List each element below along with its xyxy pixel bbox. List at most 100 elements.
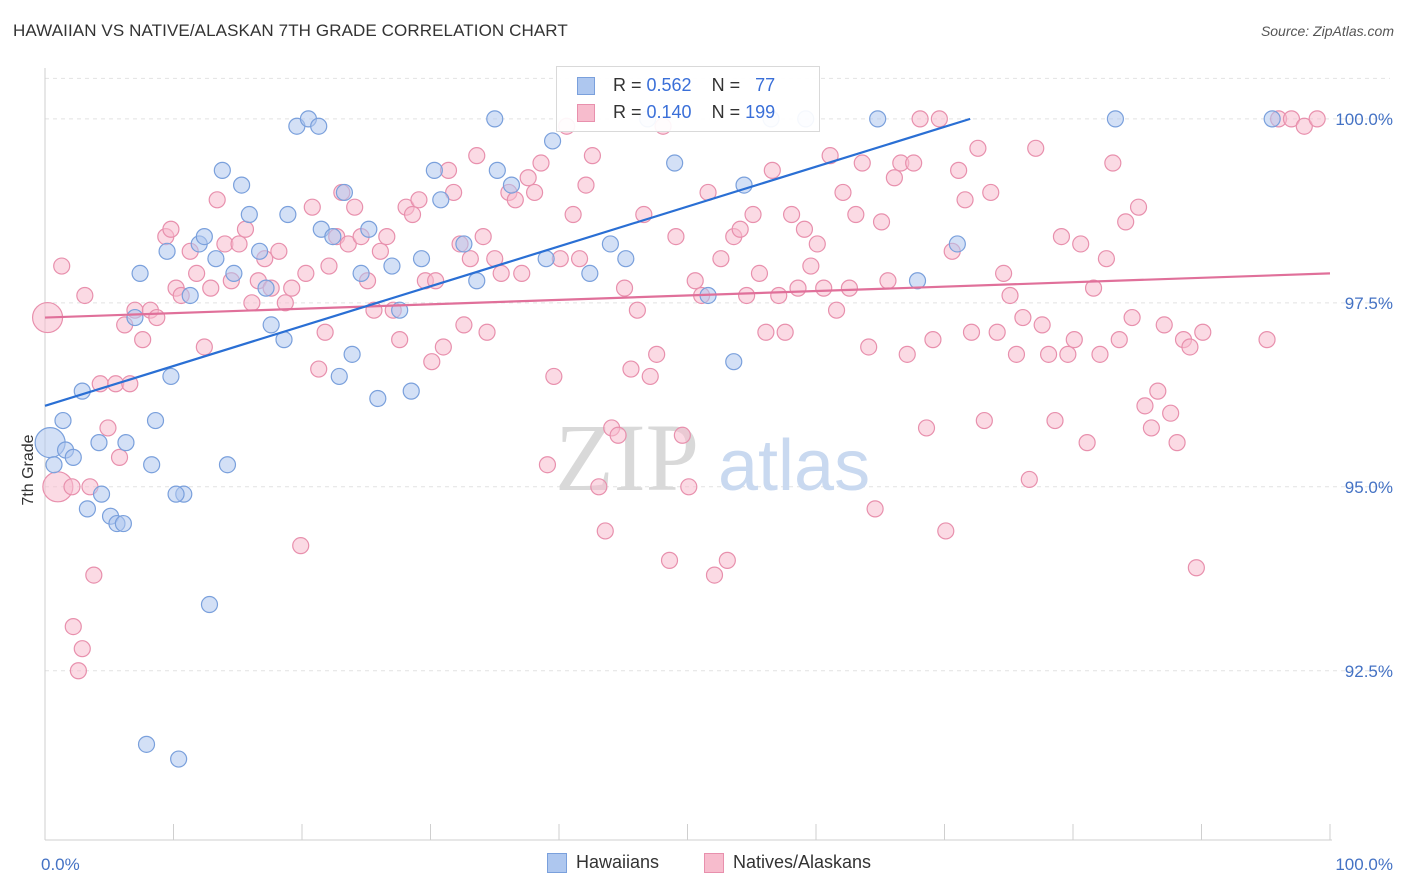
natives-point xyxy=(320,257,338,275)
natives-point xyxy=(738,286,756,305)
natives-point xyxy=(789,279,807,297)
hawaiians-point xyxy=(207,250,225,268)
natives-point xyxy=(853,154,871,172)
natives-point xyxy=(297,264,315,282)
series-natives-points xyxy=(31,110,1326,680)
natives-point xyxy=(230,235,248,253)
watermark: ZIP atlas xyxy=(555,404,870,511)
natives-point xyxy=(590,478,608,496)
hawaiians-point xyxy=(1106,110,1125,128)
hawaiians-point xyxy=(412,250,431,268)
hawaiians-point xyxy=(468,272,486,290)
natives-point xyxy=(64,618,82,636)
natives-point xyxy=(1059,345,1077,363)
natives-point xyxy=(834,183,852,202)
natives-point xyxy=(995,264,1013,282)
hawaiians-point xyxy=(402,382,420,400)
natives-point xyxy=(73,640,91,658)
hawaiians-point xyxy=(343,345,361,363)
natives-point xyxy=(982,183,1000,202)
legend-swatch-natives xyxy=(577,104,595,122)
natives-point xyxy=(445,183,463,202)
natives-point xyxy=(815,279,833,297)
natives-point xyxy=(622,360,640,378)
natives-point xyxy=(85,566,103,584)
natives-point xyxy=(609,426,627,444)
natives-point xyxy=(905,154,923,172)
hawaiians-point xyxy=(279,205,297,224)
natives-point xyxy=(1072,235,1090,253)
hawaiians-point xyxy=(383,257,401,275)
y-tick-label: 97.5% xyxy=(1345,294,1393,313)
hawaiians-point xyxy=(114,514,132,533)
natives-point xyxy=(69,662,88,680)
hawaiians-point xyxy=(948,235,966,253)
natives-point xyxy=(872,213,891,231)
hawaiians-point xyxy=(213,161,231,179)
natives-point xyxy=(1168,434,1186,452)
hawaiians-point xyxy=(181,286,199,305)
hawaiians-point xyxy=(502,176,521,194)
natives-point xyxy=(1039,345,1058,363)
hawaiians-point xyxy=(117,434,135,452)
stats-legend: R = 0.562 N = 77 R = 0.140 N = 199 xyxy=(556,66,820,132)
hawaiians-point xyxy=(64,448,82,466)
natives-point xyxy=(371,242,389,260)
hawaiians-point xyxy=(486,110,504,128)
legend-r-label: R = xyxy=(613,75,647,95)
legend-label-natives: Natives/Alaskans xyxy=(733,852,872,872)
natives-point xyxy=(76,286,94,305)
hawaiians-point xyxy=(869,110,887,128)
natives-point xyxy=(461,250,479,268)
natives-point xyxy=(1282,110,1301,128)
natives-point xyxy=(292,537,310,555)
natives-point xyxy=(346,198,364,216)
natives-point xyxy=(847,205,865,224)
hawaiians-point xyxy=(488,161,506,179)
natives-point xyxy=(162,220,180,238)
hawaiians-point xyxy=(162,367,180,386)
natives-point xyxy=(208,191,226,209)
natives-point xyxy=(1020,470,1038,489)
hawaiians-point xyxy=(725,353,743,371)
natives-point xyxy=(911,110,929,128)
natives-point xyxy=(1123,308,1141,327)
hawaiians-point xyxy=(131,264,149,282)
hawaiians-point xyxy=(1263,110,1281,128)
natives-point xyxy=(686,272,704,290)
legend-swatch-hawaiians xyxy=(547,853,567,873)
y-tick-label: 95.0% xyxy=(1345,478,1393,497)
natives-point xyxy=(492,264,510,282)
legend-n-value: 199 xyxy=(745,102,776,122)
natives-point xyxy=(1078,434,1096,452)
natives-point xyxy=(270,242,288,260)
hawaiians-point xyxy=(310,117,328,135)
hawaiians-point xyxy=(432,191,450,209)
hawaiians-point xyxy=(233,176,251,194)
hawaiians-point xyxy=(330,367,348,386)
natives-point xyxy=(1162,404,1180,422)
natives-point xyxy=(243,294,261,312)
natives-point xyxy=(545,367,563,386)
legend-swatch-hawaiians xyxy=(577,77,595,95)
natives-point xyxy=(1136,397,1154,415)
hawaiians-point xyxy=(218,456,237,474)
natives-point xyxy=(1091,345,1109,363)
hawaiians-point xyxy=(200,595,219,614)
natives-point xyxy=(1104,154,1122,172)
series-legend: Hawaiians Natives/Alaskans xyxy=(0,852,1406,878)
natives-point xyxy=(310,360,328,378)
natives-point xyxy=(110,448,129,466)
natives-point xyxy=(757,323,775,341)
legend-n-value: 77 xyxy=(755,75,776,95)
chart-title: HAWAIIAN VS NATIVE/ALASKAN 7TH GRADE COR… xyxy=(13,21,568,40)
natives-point xyxy=(519,169,537,187)
natives-point xyxy=(283,279,301,297)
natives-point xyxy=(988,323,1006,341)
natives-point xyxy=(802,257,820,275)
tick-labels: 92.5% 95.0% 97.5% 100.0% 0.0% 100.0% xyxy=(41,110,1393,874)
natives-point xyxy=(648,345,666,363)
natives-point xyxy=(808,235,826,253)
hawaiians-point xyxy=(92,485,111,503)
y-tick-label: 92.5% xyxy=(1345,662,1393,681)
